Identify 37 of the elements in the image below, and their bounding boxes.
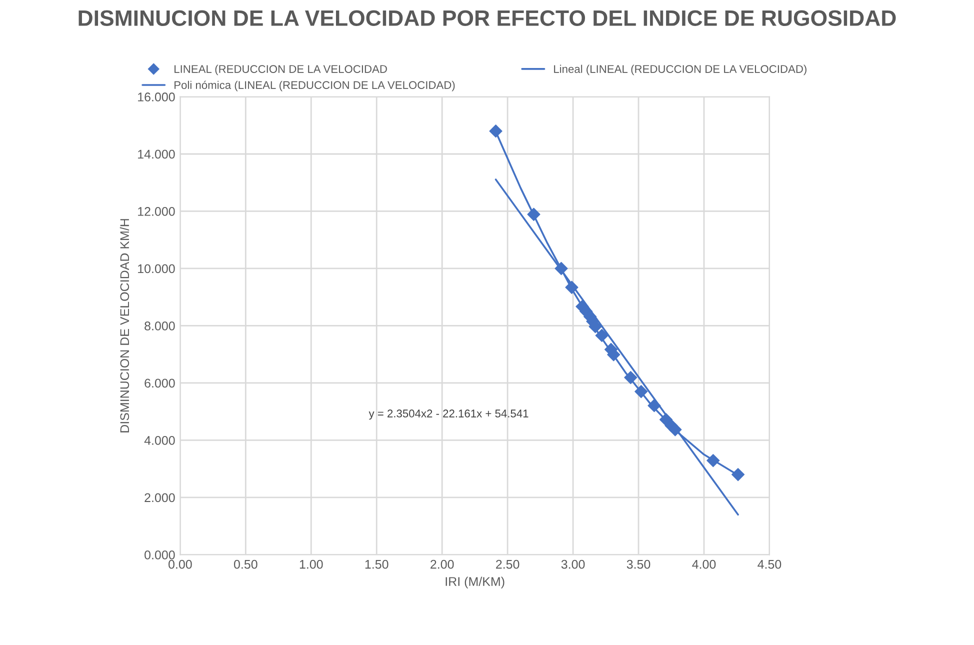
y-tick-label: 14.000 <box>138 150 175 159</box>
y-tick-label: 16.000 <box>138 92 175 102</box>
point <box>648 399 661 412</box>
y-tick-label: 10.000 <box>138 264 175 274</box>
point <box>634 384 648 398</box>
legend-label: Lineal (LINEAL (REDUCCION DE LA VELOCIDAD) <box>554 64 806 76</box>
x-tick-label: 1.50 <box>365 560 388 569</box>
y-tick-label: 8.000 <box>144 322 175 330</box>
point <box>595 328 608 342</box>
annotation: y = 2.3504x2 - 22.161x + 54.541 <box>368 410 528 420</box>
y-tick-label: 12.000 <box>138 207 175 216</box>
y-tick-label: 4.000 <box>144 436 175 445</box>
legend-label: Poli nómica (LINEAL (REDUCCION DE LA VELOCIDAD) <box>174 80 455 92</box>
legend-label: LINEAL (REDUCCION DE LA VELOCIDAD <box>174 64 387 76</box>
x-tick-label: 0.50 <box>234 560 258 569</box>
x-axis-title: IRI (M/KM) <box>446 576 504 588</box>
chart-title: DISMINUCION DE LA VELOCIDAD POR EFECTO DEL INDICE DE RUGOSIDAD <box>78 10 896 26</box>
y-tick-label: 6.000 <box>144 378 175 388</box>
point <box>489 124 502 138</box>
point <box>527 208 540 221</box>
point <box>565 280 578 294</box>
y-axis-title: DISMINUCION DE VELOCIDAD KM/H <box>120 219 130 432</box>
point <box>624 370 638 384</box>
x-tick-label: 4.50 <box>758 560 782 569</box>
point <box>668 423 682 436</box>
point <box>554 262 568 276</box>
x-tick-label: 3.50 <box>626 560 650 569</box>
point <box>731 468 745 482</box>
point <box>706 454 720 468</box>
y-tick-label: 2.000 <box>144 493 175 502</box>
x-tick-label: 2.00 <box>430 560 454 569</box>
x-tick-label: 4.00 <box>692 560 716 569</box>
x-tick-label: 1.00 <box>300 560 323 569</box>
y-tick-label: 0.000 <box>144 550 175 560</box>
x-tick-label: 2.50 <box>496 560 520 569</box>
x-tick-label: 0.00 <box>168 560 192 569</box>
x-tick-label: 3.00 <box>561 560 585 569</box>
